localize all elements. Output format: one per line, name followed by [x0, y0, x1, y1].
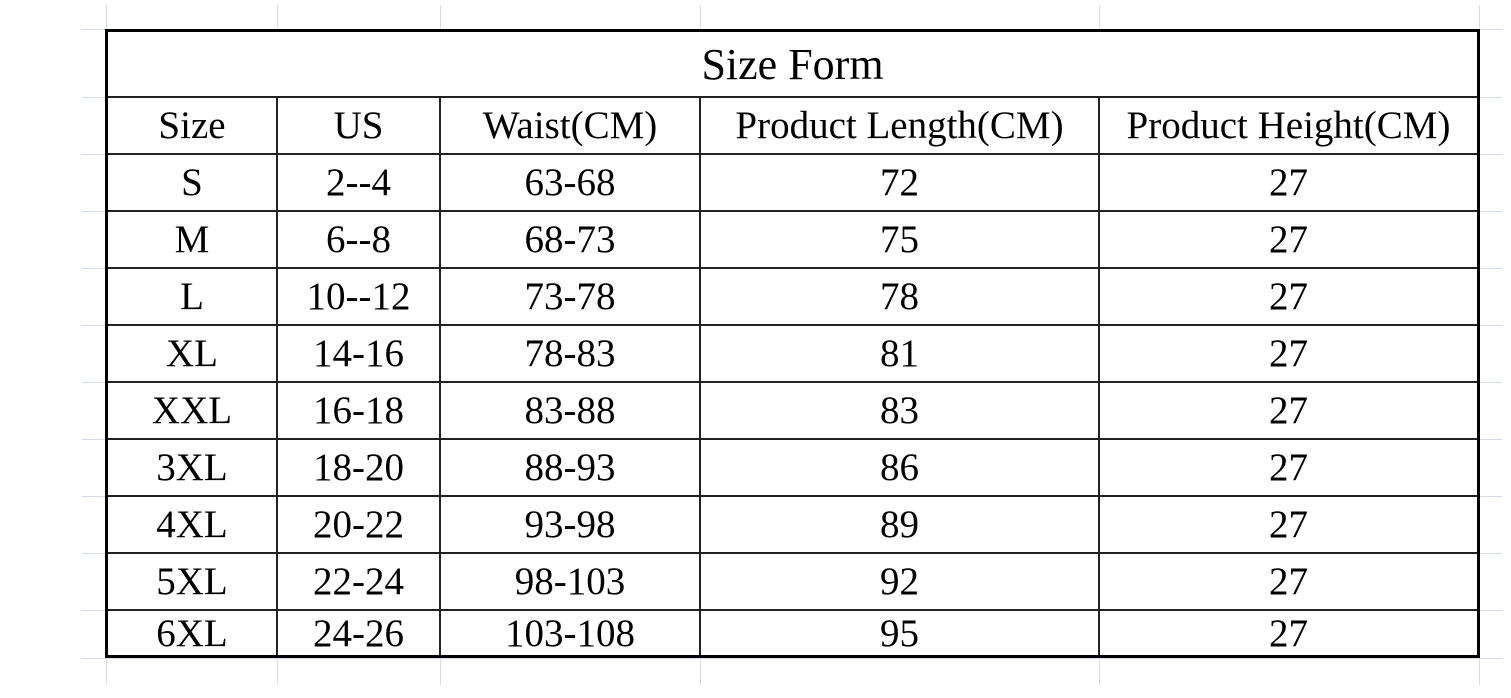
table-row: 4XL 20-22 93-98 89 27: [108, 497, 1477, 554]
table-cell: 98-103: [441, 554, 701, 609]
table-cell: 4XL: [108, 497, 278, 552]
table-cell: XL: [108, 326, 278, 381]
table-cell: 27: [1269, 503, 1308, 546]
table-cell: 27: [1269, 389, 1308, 432]
header-cell: Size: [108, 98, 278, 153]
table-cell: 27: [1269, 275, 1308, 318]
table-cell: 27: [1269, 332, 1308, 375]
table-cell: 14-16: [278, 326, 441, 381]
table-row: XL 14-16 78-83 81 27: [108, 326, 1477, 383]
table-cell: 5XL: [108, 554, 278, 609]
table-cell: 81: [701, 326, 1100, 381]
header-cell: Waist(CM): [441, 98, 701, 153]
size-chart-table: Size Form Size US Waist(CM) Product Length(…: [105, 29, 1480, 658]
table-cell: 78-83: [441, 326, 701, 381]
table-cell: 27: [1269, 161, 1308, 204]
table-cell: 93-98: [441, 497, 701, 552]
table-cell: 88-93: [441, 440, 701, 495]
table-cell: 103-108: [441, 611, 701, 655]
table-cell: 75: [701, 212, 1100, 267]
table-cell: 6--8: [278, 212, 441, 267]
table-cell: 95: [701, 611, 1100, 655]
table-cell: 27: [1269, 611, 1308, 655]
table-cell: 86: [701, 440, 1100, 495]
table-cell: 24-26: [278, 611, 441, 655]
header-row: Size US Waist(CM) Product Length(CM) Product…: [108, 98, 1477, 155]
gridline-horizontal: [82, 658, 1502, 659]
table-cell: L: [108, 269, 278, 324]
table-cell: S: [108, 155, 278, 210]
table-cell: 89: [701, 497, 1100, 552]
table-row: L 10--12 73-78 78 27: [108, 269, 1477, 326]
table-cell: 63-68: [441, 155, 701, 210]
table-cell: 78: [701, 269, 1100, 324]
table-cell: 6XL: [108, 611, 278, 655]
table-cell: 3XL: [108, 440, 278, 495]
table-cell: 73-78: [441, 269, 701, 324]
table-row: XXL 16-18 83-88 83 27: [108, 383, 1477, 440]
table-cell: M: [108, 212, 278, 267]
table-row: M 6--8 68-73 75 27: [108, 212, 1477, 269]
table-cell: 27: [1269, 446, 1308, 489]
table-cell: XXL: [108, 383, 278, 438]
table-cell: 27: [1269, 218, 1308, 261]
table-cell: 92: [701, 554, 1100, 609]
table-row: 6XL 24-26 103-108 95 27: [108, 611, 1477, 655]
header-cell: US: [278, 98, 441, 153]
table-cell: 72: [701, 155, 1100, 210]
table-row: S 2--4 63-68 72 27: [108, 155, 1477, 212]
table-cell: 2--4: [278, 155, 441, 210]
table-title: Size Form: [108, 32, 1477, 98]
table-cell: 20-22: [278, 497, 441, 552]
header-cell: Product Height(CM): [1126, 104, 1451, 147]
table-cell: 22-24: [278, 554, 441, 609]
table-cell: 83: [701, 383, 1100, 438]
table-row: 5XL 22-24 98-103 92 27: [108, 554, 1477, 611]
table-cell: 16-18: [278, 383, 441, 438]
table-cell: 83-88: [441, 383, 701, 438]
table-cell: 10--12: [278, 269, 441, 324]
table-cell: 68-73: [441, 212, 701, 267]
table-cell: 27: [1269, 560, 1308, 603]
table-cell: 18-20: [278, 440, 441, 495]
header-cell: Product Length(CM): [701, 98, 1100, 153]
table-row: 3XL 18-20 88-93 86 27: [108, 440, 1477, 497]
